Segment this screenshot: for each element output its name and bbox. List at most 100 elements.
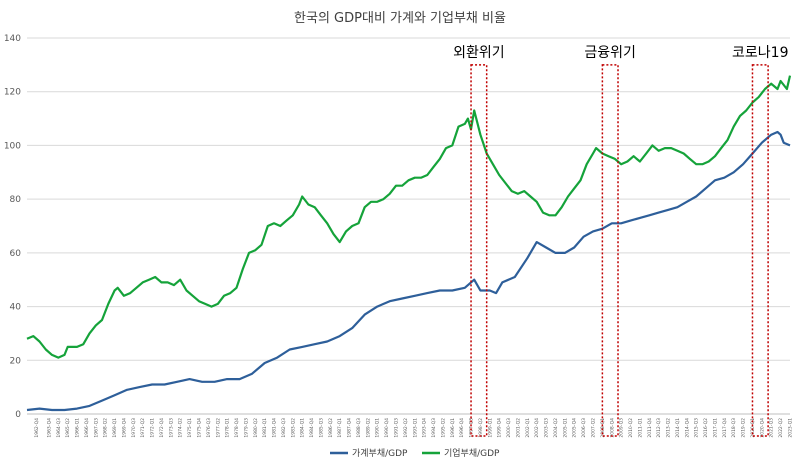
y-tick-label: 20 — [10, 356, 22, 366]
x-tick-label: 1978-Q1 — [225, 418, 231, 438]
x-tick-label: 2018-Q3 — [731, 418, 737, 438]
x-tick-label: 1966-Q4 — [84, 418, 90, 438]
x-tick-label: 1998-Q2 — [478, 418, 484, 438]
x-tick-label: 1990-Q1 — [375, 418, 381, 438]
y-tick-label: 140 — [4, 34, 21, 44]
x-tick-label: 1969-Q1 — [112, 418, 118, 438]
x-tick-label: 1991-Q3 — [393, 418, 399, 438]
x-tick-label: 2017-Q4 — [722, 418, 728, 438]
x-tick-label: 1976-Q3 — [206, 418, 212, 438]
x-tick-label: 1974-Q2 — [178, 418, 184, 438]
x-tick-label: 2005-Q1 — [562, 418, 568, 438]
x-tick-label: 2016-Q2 — [703, 418, 709, 438]
crisis-annotations: 외환위기 금융위기 코로나19 — [453, 45, 789, 437]
crisis-box — [470, 64, 488, 437]
x-tick-label: 2017-Q1 — [712, 418, 718, 438]
x-tick-label: 2011-Q4 — [647, 418, 653, 438]
x-tick-label: 2005-Q4 — [572, 418, 578, 438]
x-tick-label: 1984-Q1 — [300, 418, 306, 438]
x-tick-label: 2009-Q3 — [619, 418, 625, 438]
x-tick-label: 1965-Q2 — [65, 418, 71, 438]
x-tick-label: 1964-Q3 — [56, 418, 62, 438]
y-tick-label: 40 — [10, 303, 22, 313]
x-tick-label: 1969-Q4 — [121, 418, 127, 438]
x-tick-label: 1963-Q4 — [46, 418, 52, 438]
x-tick-label: 1999-Q1 — [487, 418, 493, 438]
crisis-label: 코로나19 — [732, 45, 788, 61]
x-tick-label: 2002-Q1 — [525, 418, 531, 438]
x-tick-label: 1978-Q4 — [234, 418, 240, 438]
x-tick-label: 1962-Q4 — [34, 418, 40, 438]
x-tick-label: 1997-Q3 — [469, 418, 475, 438]
x-tick-label: 1982-Q3 — [281, 418, 287, 438]
crisis-label: 금융위기 — [584, 45, 636, 61]
x-tick-label: 1979-Q3 — [243, 418, 249, 438]
series-lines — [26, 75, 792, 412]
x-tick-label: 1993-Q1 — [412, 418, 418, 438]
x-tick-label: 1996-Q1 — [450, 418, 456, 438]
x-tick-label: 1973-Q3 — [168, 418, 174, 438]
x-tick-label: 2019-Q2 — [741, 418, 747, 438]
x-tick-label: 2022-Q2 — [778, 418, 784, 438]
gridlines — [27, 37, 790, 361]
x-tick-label: 2023-Q1 — [788, 418, 794, 438]
x-tick-label: 2012-Q3 — [656, 418, 662, 438]
x-tick-label: 1980-Q2 — [253, 418, 259, 438]
x-tick-label: 2020-Q4 — [759, 418, 765, 438]
x-tick-label: 1994-Q3 — [431, 418, 437, 438]
x-tick-label: 2010-Q2 — [628, 418, 634, 438]
chart-title: 한국의 GDP대비 가계와 기업부채 비율 — [294, 11, 506, 26]
x-tick-label: 1999-Q4 — [497, 418, 503, 438]
x-tick-label: 2007-Q2 — [590, 418, 596, 438]
x-tick-label: 2021-Q3 — [769, 418, 775, 438]
x-tick-label: 1970-Q3 — [131, 418, 137, 438]
x-tick-label: 1984-Q4 — [309, 418, 315, 438]
x-tick-label: 1971-Q2 — [140, 418, 146, 438]
series-line — [26, 75, 792, 359]
x-tick-label: 2014-Q1 — [675, 418, 681, 438]
x-tick-label: 1968-Q2 — [103, 418, 109, 438]
x-tick-label: 1985-Q3 — [318, 418, 324, 438]
x-tick-label: 2020-Q1 — [750, 418, 756, 438]
series-line — [26, 130, 791, 412]
x-tick-label: 1983-Q2 — [290, 418, 296, 438]
y-tick-label: 80 — [10, 195, 22, 205]
y-tick-label: 60 — [10, 249, 22, 259]
x-tick-label: 1996-Q4 — [459, 418, 465, 438]
x-tick-label: 1975-Q4 — [196, 418, 202, 438]
x-tick-label: 1972-Q1 — [150, 418, 156, 438]
crisis-box — [751, 64, 769, 437]
x-tick-label: 1966-Q1 — [75, 418, 81, 438]
x-tick-label: 2008-Q4 — [609, 418, 615, 438]
x-tick-label: 1992-Q2 — [403, 418, 409, 438]
x-tick-label: 1989-Q2 — [365, 418, 371, 438]
y-tick-label: 0 — [15, 410, 21, 420]
x-tick-label: 1987-Q4 — [347, 418, 353, 438]
legend-label: 기업부채/GDP — [444, 448, 500, 459]
x-tick-label: 2003-Q3 — [544, 418, 550, 438]
crisis-box — [601, 64, 619, 437]
x-tick-label: 1981-Q4 — [272, 418, 278, 438]
y-tick-label: 100 — [4, 141, 21, 151]
x-axis-ticks: 1962-Q4 1963-Q4 1964-Q3 1965-Q2 1966-Q1 1966-… — [34, 418, 794, 438]
x-tick-label: 1990-Q4 — [384, 418, 390, 438]
x-tick-label: 2015-Q3 — [694, 418, 700, 438]
x-tick-label: 2001-Q2 — [515, 418, 521, 438]
x-tick-label: 2011-Q1 — [637, 418, 643, 438]
crisis-label: 외환위기 — [453, 45, 505, 61]
x-tick-label: 2013-Q2 — [666, 418, 672, 438]
x-tick-label: 1988-Q3 — [356, 418, 362, 438]
x-tick-label: 1995-Q2 — [440, 418, 446, 438]
x-tick-label: 2004-Q2 — [553, 418, 559, 438]
x-tick-label: 1972-Q4 — [159, 418, 165, 438]
x-tick-label: 1977-Q2 — [215, 418, 221, 438]
x-tick-label: 2006-Q3 — [581, 418, 587, 438]
x-tick-label: 2014-Q4 — [684, 418, 690, 438]
y-axis-ticks: 0 20 40 60 80 100 120 140 — [4, 34, 21, 420]
x-tick-label: 1987-Q1 — [337, 418, 343, 438]
x-tick-label: 2008-Q1 — [600, 418, 606, 438]
y-tick-label: 120 — [4, 88, 21, 98]
x-tick-label: 2002-Q4 — [534, 418, 540, 438]
x-tick-label: 1967-Q3 — [93, 418, 99, 438]
